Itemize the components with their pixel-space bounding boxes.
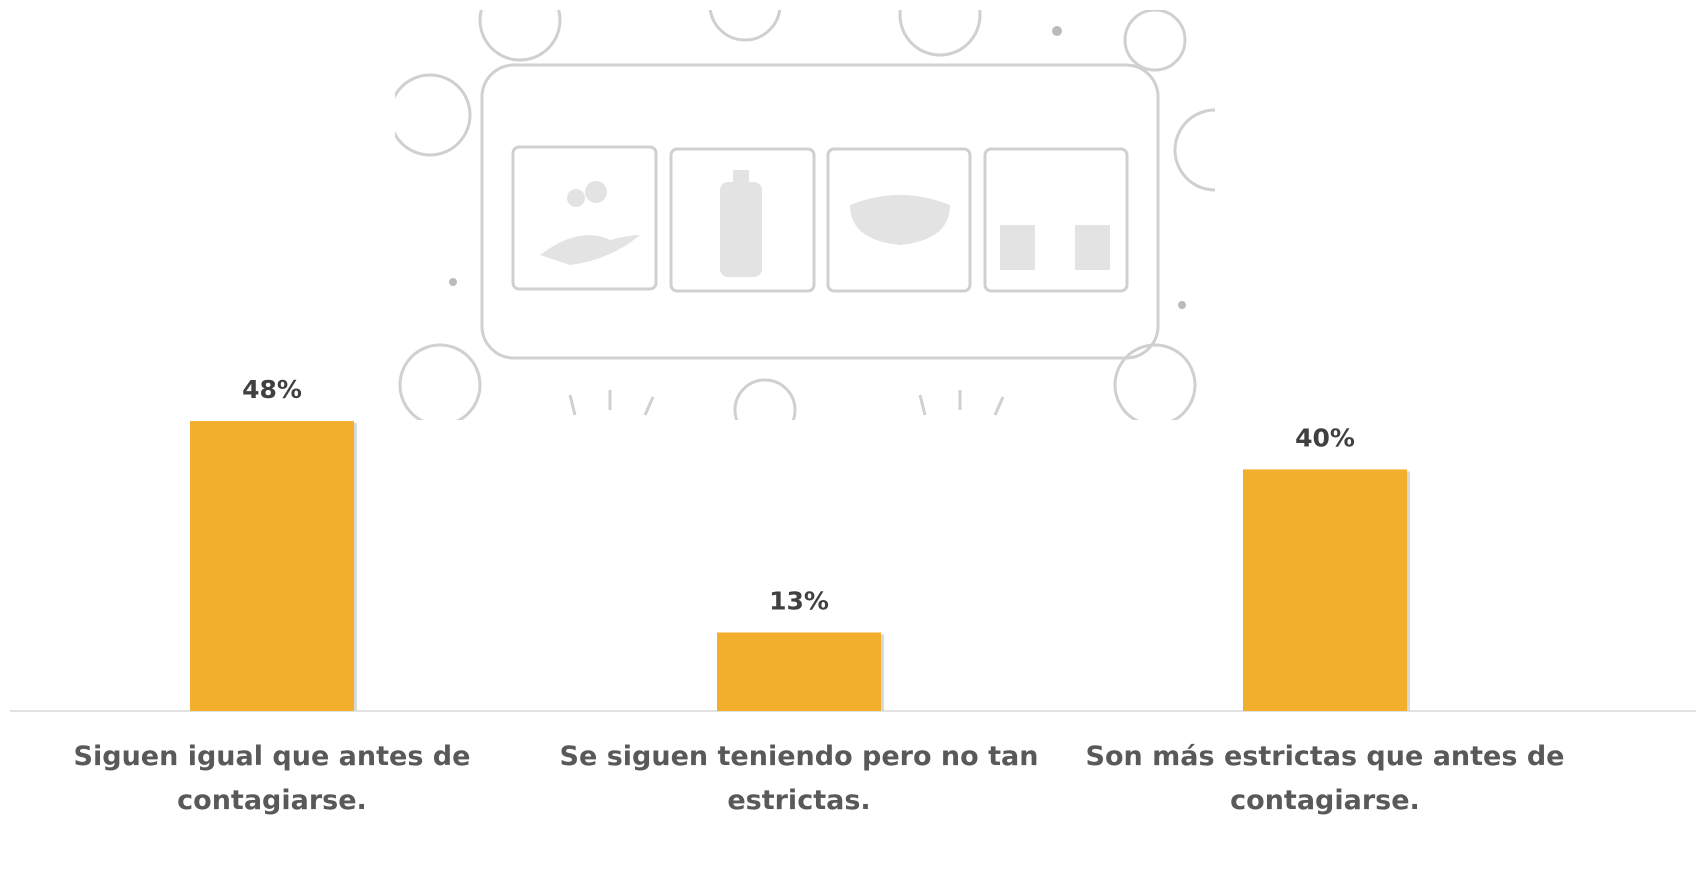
value-label: 13% <box>769 586 829 615</box>
value-label: 40% <box>1295 423 1355 452</box>
bar <box>717 632 881 711</box>
category-label: Se siguen teniendo pero no tan estrictas… <box>559 735 1039 823</box>
bar <box>1243 469 1407 711</box>
value-label: 48% <box>242 375 302 404</box>
category-label: Son más estrictas que antes de contagiar… <box>1085 735 1565 823</box>
bar <box>190 421 354 711</box>
page: 48%13%40% (() => { const data = JSON.par… <box>0 0 1696 882</box>
category-label: Siguen igual que antes de contagiarse. <box>32 735 512 823</box>
decorative-illustration <box>390 0 1255 440</box>
